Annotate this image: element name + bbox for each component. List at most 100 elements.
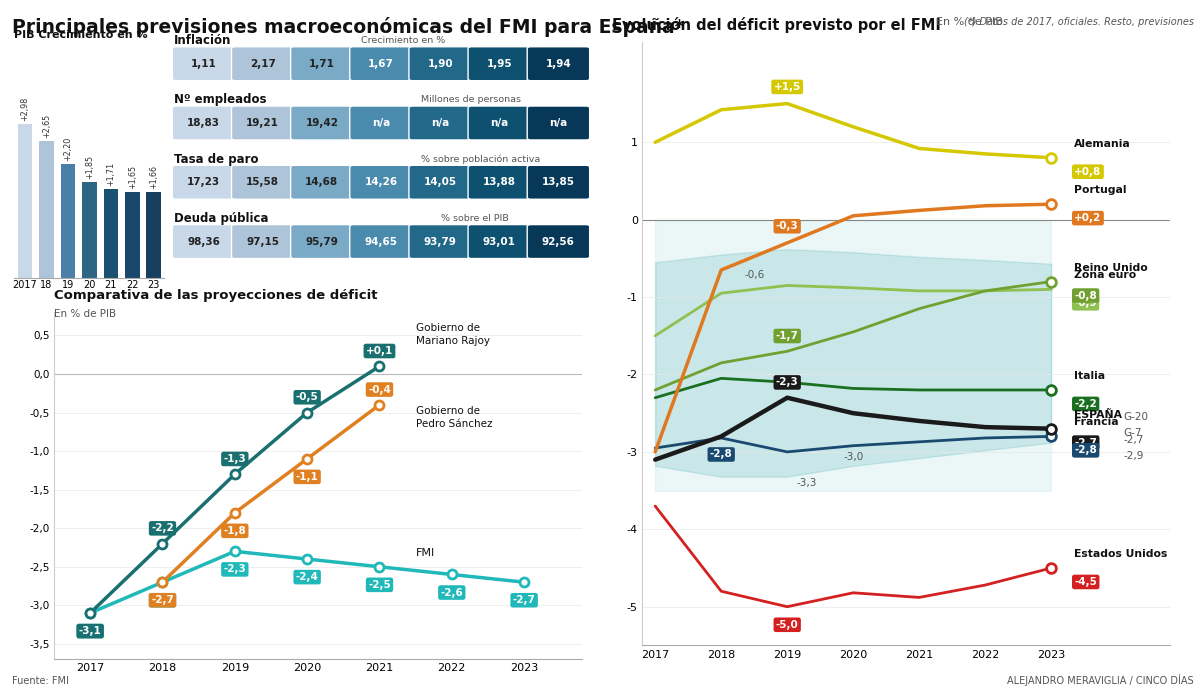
Text: 1,67: 1,67 xyxy=(368,59,394,69)
Text: +1,65: +1,65 xyxy=(127,165,137,189)
Text: 97,15: 97,15 xyxy=(246,237,280,246)
Text: Deuda pública: Deuda pública xyxy=(174,212,269,225)
Text: -2,7: -2,7 xyxy=(1124,435,1144,446)
FancyBboxPatch shape xyxy=(232,225,294,259)
Text: +2,65: +2,65 xyxy=(42,113,52,137)
Text: Alemania: Alemania xyxy=(1074,139,1132,149)
Text: -4,5: -4,5 xyxy=(1074,577,1097,587)
Text: 15,58: 15,58 xyxy=(246,177,280,187)
Text: -2,7: -2,7 xyxy=(151,595,174,605)
FancyBboxPatch shape xyxy=(409,165,472,199)
Text: Principales previsiones macroeconómicas del FMI para España*: Principales previsiones macroeconómicas … xyxy=(12,17,684,37)
Text: 1,71: 1,71 xyxy=(308,59,335,69)
Text: ALEJANDRO MERAVIGLIA / CINCO DÍAS: ALEJANDRO MERAVIGLIA / CINCO DÍAS xyxy=(1007,674,1194,686)
Bar xyxy=(18,124,32,278)
Bar xyxy=(125,192,139,278)
Text: Millones de personas: Millones de personas xyxy=(421,95,521,104)
Text: n/a: n/a xyxy=(490,118,509,128)
Text: G-7: G-7 xyxy=(1124,428,1142,437)
FancyBboxPatch shape xyxy=(468,165,530,199)
Text: 1,11: 1,11 xyxy=(191,59,216,69)
Text: -1,3: -1,3 xyxy=(223,454,246,464)
Text: 92,56: 92,56 xyxy=(542,237,575,246)
Text: -1,7: -1,7 xyxy=(775,331,799,341)
Text: PIB Crecimiento en %: PIB Crecimiento en % xyxy=(14,30,148,40)
Text: -5,0: -5,0 xyxy=(776,620,798,629)
Text: -0,6: -0,6 xyxy=(744,271,764,280)
FancyBboxPatch shape xyxy=(527,106,589,140)
FancyBboxPatch shape xyxy=(349,225,413,259)
FancyBboxPatch shape xyxy=(232,106,294,140)
Text: n/a: n/a xyxy=(372,118,390,128)
FancyBboxPatch shape xyxy=(173,106,235,140)
FancyBboxPatch shape xyxy=(468,46,530,81)
Text: 17,23: 17,23 xyxy=(187,177,220,187)
Text: 13,85: 13,85 xyxy=(542,177,575,187)
Text: -2,8: -2,8 xyxy=(1074,446,1097,455)
Text: 98,36: 98,36 xyxy=(187,237,220,246)
Text: n/a: n/a xyxy=(550,118,568,128)
FancyBboxPatch shape xyxy=(468,106,530,140)
Text: 14,68: 14,68 xyxy=(305,177,338,187)
Text: 1,90: 1,90 xyxy=(427,59,452,69)
Bar xyxy=(103,189,118,278)
Text: -2,3: -2,3 xyxy=(223,564,246,575)
Text: -0,3: -0,3 xyxy=(776,221,798,231)
Text: En % de PIB: En % de PIB xyxy=(936,17,1003,27)
Text: Estados Unidos: Estados Unidos xyxy=(1074,549,1168,559)
FancyBboxPatch shape xyxy=(468,225,530,259)
Text: -2,5: -2,5 xyxy=(368,579,391,590)
Text: -0,9: -0,9 xyxy=(1074,298,1097,308)
Text: +0,1: +0,1 xyxy=(366,346,394,356)
Text: -0,5: -0,5 xyxy=(295,392,318,403)
Text: -1,8: -1,8 xyxy=(223,526,246,536)
FancyBboxPatch shape xyxy=(349,165,413,199)
FancyBboxPatch shape xyxy=(527,225,589,259)
Text: 14,05: 14,05 xyxy=(424,177,457,187)
Text: +1,71: +1,71 xyxy=(107,162,115,186)
FancyBboxPatch shape xyxy=(349,46,413,81)
FancyBboxPatch shape xyxy=(232,165,294,199)
Text: -2,2: -2,2 xyxy=(1074,399,1097,409)
Text: -2,7: -2,7 xyxy=(1074,438,1097,448)
Text: -2,7: -2,7 xyxy=(512,595,535,605)
Text: -0,8: -0,8 xyxy=(1074,291,1097,301)
Text: Crecimiento en %: Crecimiento en % xyxy=(361,36,445,45)
Text: -3,1: -3,1 xyxy=(79,626,102,636)
Text: Gobierno de
Pedro Sánchez: Gobierno de Pedro Sánchez xyxy=(415,406,492,429)
Text: -3,1: -3,1 xyxy=(79,626,102,636)
Text: 93,01: 93,01 xyxy=(482,237,516,246)
Text: Francia: Francia xyxy=(1074,418,1118,428)
Bar xyxy=(82,182,97,278)
Text: n/a: n/a xyxy=(431,118,449,128)
Text: 1,95: 1,95 xyxy=(486,59,512,69)
Text: -2,7: -2,7 xyxy=(151,595,174,605)
Text: +0,8: +0,8 xyxy=(1074,167,1102,177)
Text: FMI: FMI xyxy=(415,548,434,558)
Text: 14,26: 14,26 xyxy=(365,177,397,187)
FancyBboxPatch shape xyxy=(290,165,353,199)
Text: Gobierno de
Mariano Rajoy: Gobierno de Mariano Rajoy xyxy=(415,323,490,346)
Text: -2,3: -2,3 xyxy=(776,378,798,387)
Text: Evolución del déficit previsto por el FMI: Evolución del déficit previsto por el FM… xyxy=(612,17,941,33)
Text: Inflación: Inflación xyxy=(174,34,232,47)
Text: 18,83: 18,83 xyxy=(187,118,220,128)
Text: Reino Unido: Reino Unido xyxy=(1074,262,1148,273)
FancyBboxPatch shape xyxy=(173,165,235,199)
FancyBboxPatch shape xyxy=(349,106,413,140)
Text: 93,79: 93,79 xyxy=(424,237,456,246)
FancyBboxPatch shape xyxy=(290,46,353,81)
Text: -3,3: -3,3 xyxy=(797,478,817,488)
Bar xyxy=(40,141,54,278)
FancyBboxPatch shape xyxy=(527,165,589,199)
Text: Fuente: FMI: Fuente: FMI xyxy=(12,676,68,686)
Text: 19,42: 19,42 xyxy=(305,118,338,128)
Text: Zona euro: Zona euro xyxy=(1074,271,1136,280)
Text: 95,79: 95,79 xyxy=(306,237,338,246)
Text: Italia: Italia xyxy=(1074,371,1105,381)
FancyBboxPatch shape xyxy=(409,106,472,140)
Text: Comparativa de las proyecciones de déficit: Comparativa de las proyecciones de défic… xyxy=(54,289,378,302)
Text: % sobre población activa: % sobre población activa xyxy=(421,154,540,164)
Text: -2,4: -2,4 xyxy=(295,572,318,582)
Text: 94,65: 94,65 xyxy=(365,237,397,246)
